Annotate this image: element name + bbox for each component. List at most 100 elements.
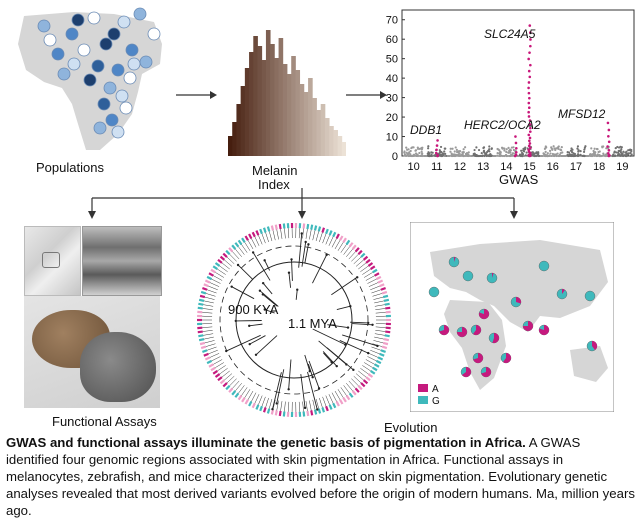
tree-ring-segment [366,260,370,263]
gwas-point [521,152,523,154]
tree-ring-segment [385,308,390,309]
tree-tip [266,233,269,243]
tree-ring-segment [213,266,217,269]
tree-ring-segment [333,232,335,237]
histogram-bar [270,44,275,156]
gwas-point [554,149,556,151]
gwas-peak-point [528,106,531,109]
gwas-point [549,152,551,154]
tree-tip [367,356,376,360]
populations-label: Populations [36,160,104,175]
x-tick-label: 11 [431,161,442,173]
gwas-point [481,152,483,154]
tree-node [263,259,265,261]
gwas-point [440,146,442,148]
tree-tip [332,238,337,247]
population-dot [112,64,124,76]
population-dot [120,102,132,114]
tree-tip [374,301,384,303]
tree-tip [319,398,322,408]
gwas-peak-point [527,111,530,114]
tree-ring-segment [340,236,343,240]
tree-ring-segment [260,406,262,411]
gwas-point [456,149,458,151]
tree-tip [262,397,265,406]
branch-connector [80,186,530,222]
tree-tip [205,340,215,342]
tree-branch [323,353,331,362]
allele-pie [585,291,595,301]
gwas-point [598,154,600,156]
tree-ring-segment [205,357,210,359]
populations-map [14,4,166,154]
tree-ring-segment [209,364,213,366]
tree-node [318,387,320,389]
histogram-bar [333,130,338,156]
gwas-point [431,155,433,157]
population-dot [140,56,152,68]
tree-ring-segment [385,304,390,305]
tree-branch [256,336,277,355]
tree-ring-segment [315,226,316,231]
population-dot [108,28,120,40]
population-dot [72,14,84,26]
population-dot [100,38,112,50]
tree-ring-segment [319,227,320,232]
tree-ring-segment [376,361,380,363]
y-tick-label: 40 [386,73,398,85]
gwas-point [473,153,475,155]
tree-ring-segment [304,224,305,229]
tree-node [255,354,257,356]
tree-ring-segment [246,236,249,240]
population-dot [84,74,96,86]
population-dot [92,60,104,72]
x-tick-label: 19 [616,161,628,173]
tree-tip [284,229,285,239]
gwas-point [503,149,505,151]
gwas-point [408,151,410,153]
gwas-point [602,145,604,147]
tree-ring-segment [204,284,209,286]
tree-ring-segment [380,354,385,356]
tree-tip [364,272,373,277]
tree-ring-segment [223,383,227,386]
gwas-point [451,148,453,150]
tree-tip [370,286,379,290]
tree-tip [258,235,262,244]
gwas-point [488,150,490,152]
gwas-peak-point [607,122,610,125]
tree-ring-segment [326,229,328,234]
gwas-point [428,152,430,154]
gwas-peak-point [607,152,610,155]
gwas-point [482,147,484,149]
tree-tip [258,396,262,405]
tree-ring-segment [333,403,335,408]
gwas-point [406,152,408,154]
gwas-point [612,155,614,157]
tree-branch [292,259,293,281]
tree-node [316,408,318,410]
tree-ring-segment [216,263,220,266]
melanin-label-line1: Melanin [252,163,298,178]
tree-tip [202,312,212,313]
gwas-point [522,150,524,152]
tree-tip [299,228,300,238]
gene-label-mfsd12: MFSD12 [558,107,606,121]
gwas-peak-point [528,92,531,95]
gene-label-ddb1: DDB1 [410,123,442,137]
gwas-point [544,154,546,156]
figure-caption: GWAS and functional assays illuminate th… [6,434,636,519]
tree-node [235,320,237,322]
histogram-bar [321,104,326,156]
tree-tip [299,402,300,412]
tree-ring-segment [361,383,365,386]
x-tick-label: 12 [454,161,466,173]
gwas-point [463,155,465,157]
gwas-point [505,151,507,153]
gwas-peak-point [606,145,609,148]
tree-ring-segment [201,347,206,348]
y-tick-label: 0 [392,151,398,163]
tree-ring-segment [350,393,353,397]
tree-branch [337,306,350,309]
